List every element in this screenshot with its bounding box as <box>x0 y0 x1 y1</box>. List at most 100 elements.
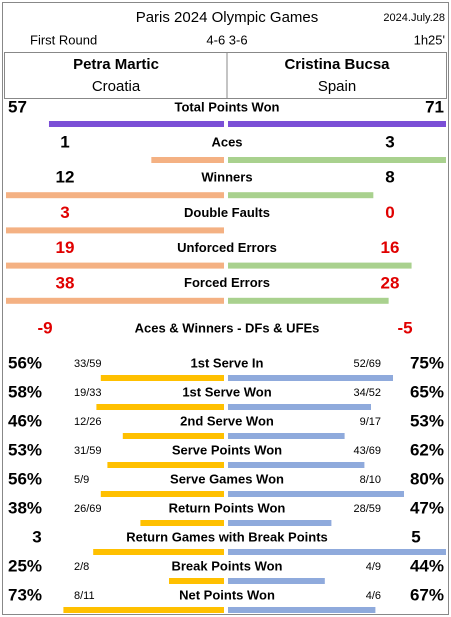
bar-left <box>169 578 224 584</box>
stat-label: 2nd Serve Won <box>180 413 274 428</box>
player-country: Croatia <box>92 78 141 95</box>
right-value: 3 <box>385 132 394 151</box>
left-detail: 12/26 <box>74 416 102 428</box>
left-value: 58% <box>8 382 42 401</box>
right-value: 67% <box>410 585 444 604</box>
left-detail: 2/8 <box>74 561 89 573</box>
stat-label: 1st Serve Won <box>182 384 271 399</box>
right-value: 53% <box>410 411 444 430</box>
stat-label: 1st Serve In <box>191 355 264 370</box>
stat-label: Return Games with Break Points <box>126 529 328 544</box>
left-value: 56% <box>8 469 42 488</box>
left-value: 3 <box>32 527 41 546</box>
bar-right <box>228 375 393 381</box>
left-value: 1 <box>60 132 69 151</box>
stat-label: Aces <box>211 134 242 149</box>
bar-right <box>228 549 446 555</box>
right-detail: 9/17 <box>360 416 381 428</box>
title: Paris 2024 Olympic Games <box>136 9 319 26</box>
right-detail: 28/59 <box>353 503 381 515</box>
bar-right <box>228 433 345 439</box>
right-detail: 52/69 <box>353 358 381 370</box>
bar-right <box>228 404 371 410</box>
right-value: -5 <box>397 318 412 337</box>
duration: 1h25' <box>414 32 445 47</box>
left-value: 12 <box>56 168 75 187</box>
bar-left <box>6 262 224 269</box>
score: 4-6 3-6 <box>206 32 247 47</box>
bar-right <box>228 121 446 127</box>
player-box <box>4 52 447 99</box>
bar-left <box>100 491 224 497</box>
left-value: 57 <box>8 97 27 116</box>
stat-label: Net Points Won <box>179 587 275 602</box>
stat-label: Break Points Won <box>171 558 282 573</box>
right-value: 75% <box>410 353 444 372</box>
right-value: 44% <box>410 556 444 575</box>
right-detail: 43/69 <box>353 445 381 457</box>
stat-label: Return Points Won <box>169 500 286 515</box>
bar-left <box>6 192 224 199</box>
bar-left <box>48 121 224 127</box>
right-value: 65% <box>410 382 444 401</box>
left-value: 73% <box>8 585 42 604</box>
right-value: 5 <box>411 527 420 546</box>
bar-right <box>228 607 376 613</box>
left-detail: 33/59 <box>74 358 102 370</box>
left-detail: 26/69 <box>74 503 102 515</box>
bar-right <box>228 491 404 497</box>
bar-left <box>122 433 224 439</box>
bar-left <box>96 404 224 410</box>
bar-left <box>107 462 224 468</box>
bar-right <box>228 192 374 199</box>
bar-left <box>6 297 224 304</box>
right-value: 16 <box>381 238 400 257</box>
right-detail: 4/9 <box>366 561 381 573</box>
bar-right <box>228 157 446 163</box>
round: First Round <box>30 32 97 47</box>
right-detail: 34/52 <box>353 387 381 399</box>
right-detail: 8/10 <box>360 474 381 486</box>
left-value: 38 <box>56 273 75 292</box>
right-value: 80% <box>410 469 444 488</box>
stat-label: Serve Games Won <box>170 471 284 486</box>
stat-label: Aces & Winners - DFs & UFEs <box>135 320 320 335</box>
left-detail: 8/11 <box>74 590 95 602</box>
left-detail: 31/59 <box>74 445 102 457</box>
left-value: -9 <box>37 318 52 337</box>
right-value: 0 <box>385 203 394 222</box>
bar-right <box>228 520 332 526</box>
right-value: 47% <box>410 498 444 517</box>
left-value: 3 <box>60 203 69 222</box>
bar-left <box>63 607 225 613</box>
bar-left <box>93 549 224 555</box>
bar-left <box>6 227 224 234</box>
stat-label: Serve Points Won <box>172 442 282 457</box>
left-value: 38% <box>8 498 42 517</box>
left-value: 53% <box>8 440 42 459</box>
left-detail: 5/9 <box>74 474 89 486</box>
stat-label: Winners <box>201 170 252 185</box>
bar-left <box>140 520 224 526</box>
left-detail: 19/33 <box>74 387 102 399</box>
bar-right <box>228 462 365 468</box>
player-country: Spain <box>318 78 356 95</box>
right-value: 28 <box>381 273 400 292</box>
player-name: Petra Martic <box>73 56 159 73</box>
bar-right <box>228 262 412 269</box>
left-value: 25% <box>8 556 42 575</box>
stat-label: Forced Errors <box>184 275 270 290</box>
right-value: 71 <box>425 97 444 116</box>
left-value: 46% <box>8 411 42 430</box>
stat-label: Unforced Errors <box>177 240 277 255</box>
stat-label: Double Faults <box>184 205 270 220</box>
right-value: 8 <box>385 168 394 187</box>
player-name: Cristina Bucsa <box>284 56 390 73</box>
bar-right <box>228 578 325 584</box>
date: 2024.July.28 <box>383 12 445 24</box>
bar-right <box>228 297 389 304</box>
stat-label: Total Points Won <box>175 99 280 114</box>
left-value: 56% <box>8 353 42 372</box>
